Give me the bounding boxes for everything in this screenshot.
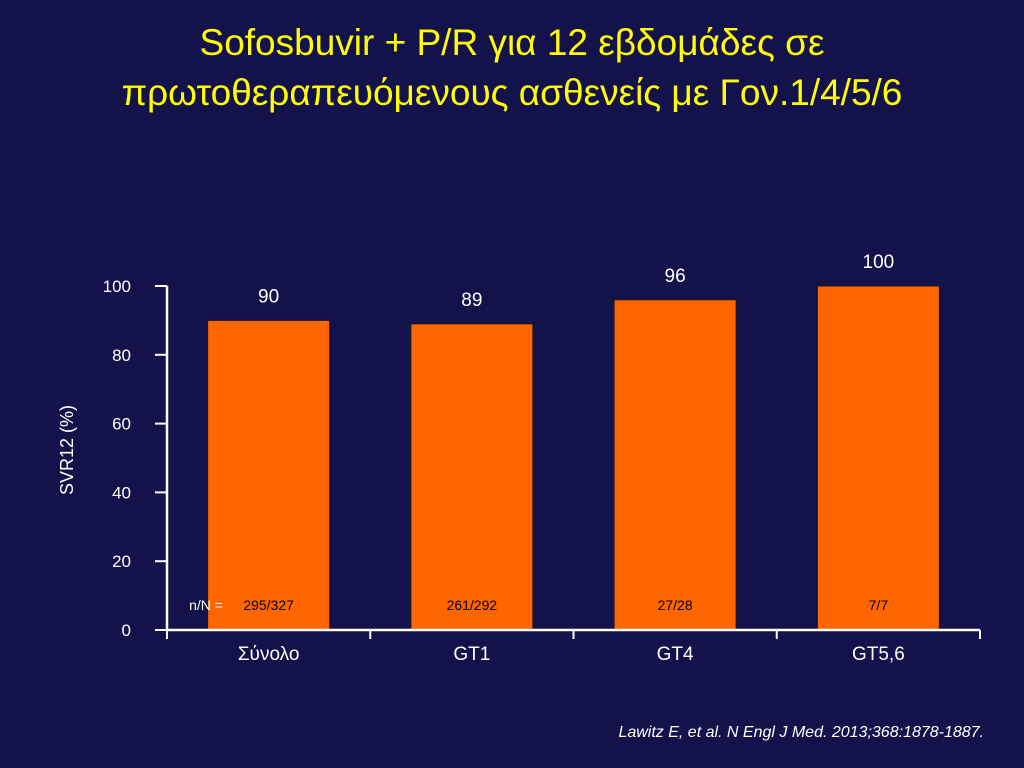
nn-prefix-label: n/N = (189, 597, 223, 613)
y-tick-label-0: 0 (122, 621, 131, 640)
data-label-1: 90 (258, 286, 279, 307)
slide-title: Sofosbuvir + P/R για 12 εβδομάδες σε πρω… (0, 18, 1024, 118)
x-tick-label-3: GT4 (657, 644, 694, 665)
title-line-2: πρωτοθεραπευόμενους ασθενείς με Γον.1/4/… (121, 72, 903, 113)
y-tick-label-20: 20 (112, 552, 131, 571)
x-tick-label-1: Σύνολο (238, 644, 300, 665)
title-line-1: Sofosbuvir + P/R για 12 εβδομάδες σε (199, 22, 825, 63)
bar-3 (613, 299, 737, 631)
nn-label-3: 27/28 (658, 597, 693, 613)
data-label-2: 89 (461, 290, 482, 311)
bar-2 (410, 323, 534, 631)
y-tick-label-80: 80 (112, 346, 131, 365)
x-tick-label-4: GT5,6 (852, 644, 905, 665)
nn-label-4: 7/7 (869, 597, 889, 613)
y-axis-label: SVR12 (%) (57, 405, 77, 495)
citation: Lawitz E, et al. N Engl J Med. 2013;368:… (618, 724, 984, 741)
data-label-4: 100 (863, 252, 895, 273)
x-tick-label-2: GT1 (453, 644, 490, 665)
y-tick-label-100: 100 (103, 277, 131, 296)
data-label-3: 96 (665, 266, 686, 287)
y-tick-label-60: 60 (112, 415, 131, 434)
nn-label-1: 295/327 (243, 597, 294, 613)
y-tick-label-40: 40 (112, 483, 131, 502)
nn-label-2: 261/292 (447, 597, 498, 613)
bar-1 (207, 319, 331, 631)
bar-4 (816, 285, 940, 631)
